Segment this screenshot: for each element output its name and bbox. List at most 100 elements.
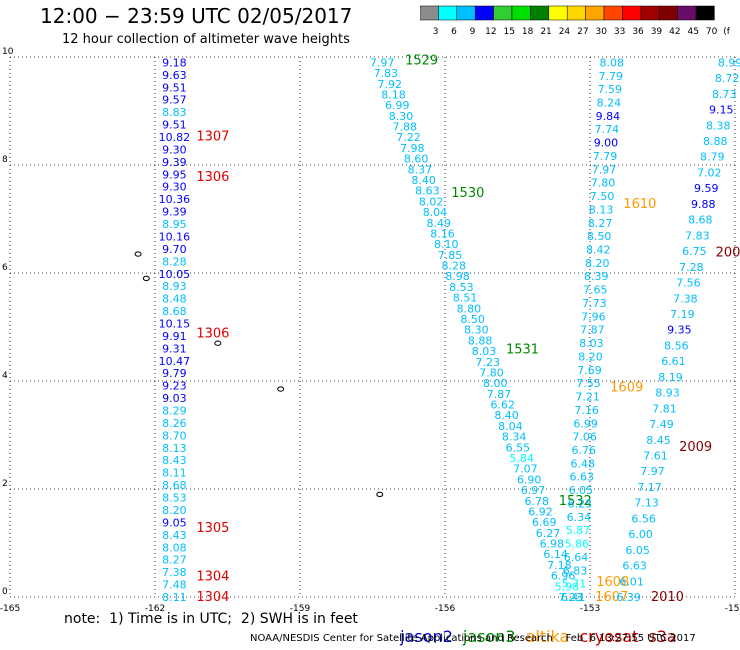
- swh-value: 9.35: [667, 324, 692, 337]
- swh-value: 6.62: [491, 399, 516, 412]
- pass-label: 1304: [196, 569, 229, 584]
- swh-value: 8.93: [655, 387, 680, 400]
- pass-label: 1306: [196, 326, 229, 341]
- y-tick-label: 10: [2, 47, 14, 57]
- colorbar-label: 24: [559, 27, 571, 37]
- swh-value: 9.63: [162, 69, 187, 82]
- swh-value: 8.39: [584, 270, 609, 283]
- swh-value: 8.28: [442, 260, 467, 273]
- pass-label: 1307: [196, 129, 229, 144]
- swh-value: 8.26: [162, 417, 187, 430]
- swh-value: 9.31: [162, 342, 187, 355]
- swh-value: 7.97: [370, 56, 395, 69]
- colorbar-label: 70: [706, 27, 718, 37]
- swh-value: 10.36: [159, 193, 191, 206]
- swh-value: 7.61: [643, 449, 668, 462]
- swh-value: 5.84: [509, 452, 534, 465]
- sat-cryosat: cryosat: [579, 627, 639, 646]
- satellite-legend: jason2 jason3 altika cryosat s3a: [390, 608, 687, 646]
- colorbar-label: 21: [540, 27, 551, 37]
- swh-value: 8.50: [460, 313, 485, 326]
- pass-label: 1305: [196, 521, 229, 536]
- swh-value: 8.08: [600, 56, 625, 69]
- swh-value: 7.74: [595, 123, 620, 136]
- swh-value: 7.79: [593, 150, 618, 163]
- swh-value: 6.63: [570, 471, 595, 484]
- swh-value: 7.02: [697, 166, 722, 179]
- swh-value: 9.23: [162, 380, 187, 393]
- swh-value: 6.27: [536, 527, 561, 540]
- swh-value: 6.39: [616, 591, 641, 604]
- swh-value: 6.90: [517, 473, 542, 486]
- swh-value: 8.50: [587, 230, 612, 243]
- swh-value: 8.20: [162, 504, 187, 517]
- swh-value: 8.83: [162, 106, 187, 119]
- swh-value: 6.83: [563, 564, 588, 577]
- swh-value: 8.10: [434, 238, 459, 251]
- swh-value: 5.98: [555, 580, 580, 593]
- swh-value: 6.00: [628, 528, 653, 541]
- swh-value: 7.81: [652, 402, 677, 415]
- swh-value: 8.43: [162, 529, 187, 542]
- swh-value: 8.68: [688, 214, 713, 227]
- colorbar-label: 9: [470, 27, 476, 37]
- swh-value: 7.28: [679, 261, 704, 274]
- swh-value: 8.03: [579, 337, 604, 350]
- swh-value: 10.16: [159, 230, 191, 243]
- pass-label: 1304: [196, 590, 229, 605]
- swh-value: 8.95: [162, 218, 187, 231]
- swh-value: 8.03: [472, 345, 497, 358]
- swh-value: 7.48: [162, 579, 187, 592]
- swh-value: 6.69: [532, 516, 557, 529]
- swh-value: 7.65: [583, 284, 608, 297]
- swh-value: 8.99: [718, 56, 740, 69]
- swh-value: 7.19: [670, 308, 695, 321]
- island-outline: [134, 251, 142, 257]
- swh-value: 6.64: [564, 551, 589, 564]
- swh-value: 7.55: [576, 377, 601, 390]
- colorbar-label: 42: [669, 27, 680, 37]
- chart-subtitle: 12 hour collection of altimeter wave hei…: [62, 32, 350, 47]
- swh-value: 7.97: [592, 163, 617, 176]
- pass-label: 2008: [716, 245, 740, 260]
- swh-value: 7.49: [649, 418, 674, 431]
- swh-value: 8.30: [389, 110, 414, 123]
- pass-label: 1607: [595, 590, 628, 605]
- swh-value: 9.39: [162, 156, 187, 169]
- y-tick-label: 0: [2, 587, 8, 597]
- swh-value: 6.01: [619, 575, 644, 588]
- swh-value: 9.51: [162, 81, 187, 94]
- swh-value: 7.80: [591, 177, 616, 190]
- swh-value: 7.18: [547, 559, 572, 572]
- swh-value: 6.05: [625, 544, 650, 557]
- swh-value: 8.48: [162, 293, 187, 306]
- swh-value: 8.40: [411, 174, 436, 187]
- swh-value: 9.18: [162, 56, 187, 69]
- y-tick-label: 6: [2, 263, 8, 273]
- swh-value: 9.59: [694, 182, 719, 195]
- colorbar-label: 45: [688, 27, 699, 37]
- sat-jason3: jason3: [462, 627, 516, 646]
- swh-value: 8.18: [381, 88, 406, 101]
- swh-value: 8.72: [715, 72, 740, 85]
- pass-label: 2009: [679, 440, 712, 455]
- swh-value: 8.93: [162, 280, 187, 293]
- swh-value: 10.82: [159, 131, 191, 144]
- swh-value: 6.96: [551, 570, 576, 583]
- pass-label: 2010: [651, 590, 684, 605]
- swh-value: 6.97: [521, 484, 546, 497]
- colorbar-label: 15: [504, 27, 515, 37]
- swh-value: 7.87: [580, 324, 605, 337]
- swh-value: 7.83: [685, 229, 710, 242]
- swh-value: 9.57: [162, 94, 187, 107]
- swh-value: 6.05: [569, 484, 594, 497]
- swh-value: 8.38: [706, 119, 731, 132]
- swh-value: 8.79: [700, 151, 725, 164]
- colorbar-label: (ft): [723, 27, 730, 37]
- swh-value: 7.69: [577, 364, 602, 377]
- swh-value: 8.00: [483, 377, 508, 390]
- swh-value: 6.92: [528, 505, 553, 518]
- swh-value: 6.61: [661, 355, 686, 368]
- footer-note: note: 1) Time is in UTC; 2) SWH is in fe…: [64, 611, 358, 627]
- pass-label: 1608: [596, 575, 629, 590]
